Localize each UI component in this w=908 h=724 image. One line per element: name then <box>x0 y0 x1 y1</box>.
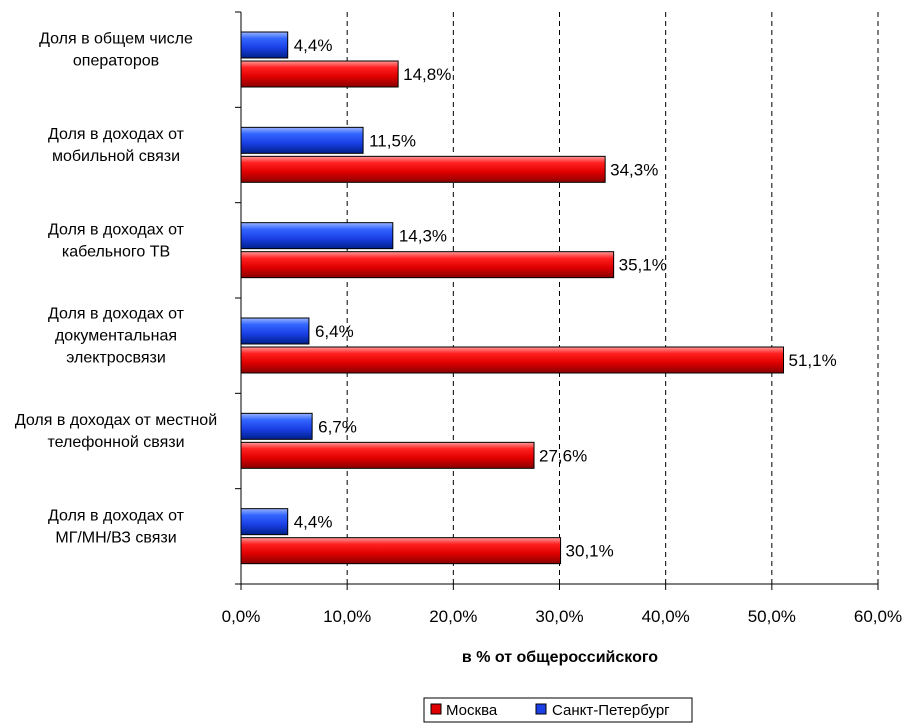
legend-label-spb: Санкт-Петербург <box>552 702 670 719</box>
category-label: Доля в доходах от местной телефонной связ… <box>15 412 217 451</box>
data-label-moscow: 35,1% <box>619 256 667 275</box>
data-label-spb: 6,7% <box>318 417 357 436</box>
data-label-moscow: 51,1% <box>789 351 837 370</box>
data-label-spb: 14,3% <box>399 227 447 246</box>
category-label: Доля в доходах от мобильной связи <box>48 126 185 165</box>
legend-frame <box>423 697 693 723</box>
category-label: Доля в доходах от кабельного ТВ <box>48 221 185 260</box>
legend-swatch-spb <box>535 703 547 715</box>
x-tick-label: 40,0% <box>642 607 690 626</box>
data-labels: 4,4% 14,8% 11,5% 34,3% 14,3% 35,1% 6,4% 51,1% 6,… <box>294 36 837 561</box>
category-label: Доля в доходах от МГ/МН/ВЗ связи <box>48 507 185 546</box>
bar-moscow <box>240 346 785 374</box>
bar-moscow <box>240 60 399 88</box>
bar-spb <box>240 126 364 154</box>
data-label-moscow: 27,6% <box>539 446 587 465</box>
x-tick-label: 50,0% <box>748 607 796 626</box>
category-label: Доля в доходах от документальная электросв… <box>48 306 185 367</box>
bars <box>240 31 785 565</box>
x-tick-label: 30,0% <box>535 607 583 626</box>
data-label-moscow: 14,8% <box>403 65 451 84</box>
x-axis-title: в % от общероссийского <box>462 649 658 666</box>
bar-spb <box>240 222 394 250</box>
bar-spb <box>240 31 289 59</box>
axes <box>235 11 879 590</box>
x-tick-label: 10,0% <box>323 607 371 626</box>
bar-spb <box>240 508 289 536</box>
data-label-spb: 6,4% <box>315 322 354 341</box>
data-label-spb: 11,5% <box>369 131 416 150</box>
category-label: Доля в общем числе операторов <box>39 31 193 70</box>
legend: Москва Санкт-Петербург <box>423 697 693 723</box>
x-tick-label: 60,0% <box>854 607 902 626</box>
bar-moscow <box>240 537 562 565</box>
tick-labels: 0,0% 10,0% 20,0% 30,0% 40,0% 50,0% 60,0% <box>222 607 902 626</box>
data-label-moscow: 34,3% <box>610 160 658 179</box>
bar-spb <box>240 412 313 440</box>
x-tick-label: 0,0% <box>222 607 261 626</box>
bar-moscow <box>240 441 535 469</box>
category-labels: Доля в общем числе операторов Доля в доход… <box>15 31 217 547</box>
legend-label-moscow: Москва <box>446 702 498 719</box>
legend-swatch-moscow <box>430 703 442 715</box>
bar-moscow <box>240 155 606 183</box>
bar-spb <box>240 317 310 345</box>
data-label-spb: 4,4% <box>294 513 333 532</box>
data-label-moscow: 30,1% <box>566 542 614 561</box>
gridlines <box>346 12 879 584</box>
bar-moscow <box>240 251 615 279</box>
data-label-spb: 4,4% <box>294 36 333 55</box>
x-tick-label: 20,0% <box>429 607 477 626</box>
